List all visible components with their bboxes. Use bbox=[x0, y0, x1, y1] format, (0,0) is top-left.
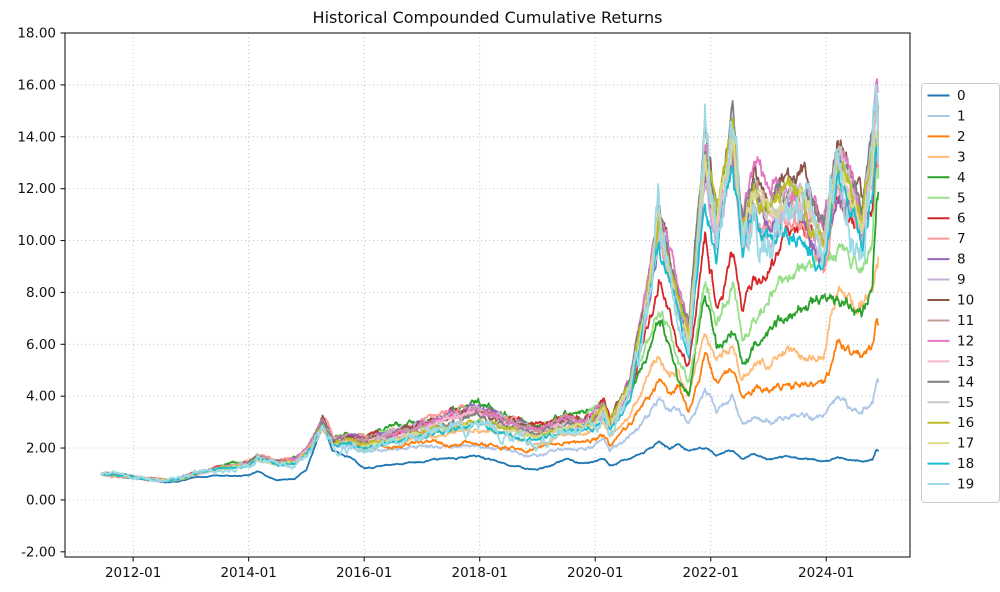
legend-label: 7 bbox=[957, 231, 966, 247]
legend-label: 5 bbox=[957, 190, 966, 206]
legend-label: 12 bbox=[957, 333, 974, 349]
y-tick-label: 6.00 bbox=[26, 337, 56, 353]
legend-label: 3 bbox=[957, 149, 966, 165]
legend-entry: 3 bbox=[927, 149, 966, 165]
legend-label: 14 bbox=[957, 374, 974, 390]
legend-label: 8 bbox=[957, 252, 966, 268]
legend-label: 4 bbox=[957, 170, 966, 186]
axes-box bbox=[64, 32, 911, 558]
series-group bbox=[100, 78, 880, 484]
legend-entry: 9 bbox=[927, 272, 966, 288]
legend-entry: 0 bbox=[927, 88, 966, 104]
legend-entry: 7 bbox=[927, 231, 966, 247]
legend-entry: 6 bbox=[927, 211, 966, 227]
legend-label: 6 bbox=[957, 211, 966, 227]
legend-entry: 4 bbox=[927, 170, 966, 186]
y-tick-label: 0.00 bbox=[26, 492, 56, 508]
series-line-0 bbox=[100, 421, 880, 484]
legend-label: 15 bbox=[957, 395, 974, 411]
legend-entry: 13 bbox=[927, 354, 974, 370]
legend-label: 0 bbox=[957, 88, 966, 104]
legend-label: 2 bbox=[957, 129, 966, 145]
legend-entry: 16 bbox=[927, 415, 974, 431]
legend-entry: 5 bbox=[927, 190, 966, 206]
series-line-19 bbox=[100, 84, 880, 483]
legend-label: 11 bbox=[957, 313, 974, 329]
y-tick-label: 10.00 bbox=[17, 233, 56, 249]
legend-entry: 12 bbox=[927, 333, 974, 349]
x-axis: 2012-01 2014-01 2016-01 2018-01 2020-01 2022-… bbox=[105, 557, 854, 581]
legend-entry: 19 bbox=[927, 477, 974, 493]
x-tick-label: 2020-01 bbox=[567, 565, 623, 581]
legend-entry: 10 bbox=[927, 293, 974, 309]
legend-label: 13 bbox=[957, 354, 974, 370]
legend-label: 1 bbox=[957, 108, 966, 124]
y-axis: -2.00 0.00 2.00 4.00 6.00 8.00 10.00 12.00 14.00… bbox=[17, 26, 65, 560]
legend-label: 17 bbox=[957, 436, 974, 452]
y-tick-label: 12.00 bbox=[17, 181, 56, 197]
legend-entry: 18 bbox=[927, 456, 974, 472]
x-tick-label: 2014-01 bbox=[220, 565, 276, 581]
chart-title: Historical Compounded Cumulative Returns bbox=[312, 8, 663, 27]
x-tick-label: 2022-01 bbox=[683, 565, 739, 581]
legend-label: 19 bbox=[957, 477, 974, 493]
legend-entry: 11 bbox=[927, 313, 974, 329]
y-tick-label: 4.00 bbox=[26, 389, 56, 405]
y-tick-label: 14.00 bbox=[17, 129, 56, 145]
legend-entry: 8 bbox=[927, 252, 966, 268]
y-tick-label: 16.00 bbox=[17, 77, 56, 93]
x-tick-label: 2018-01 bbox=[451, 565, 507, 581]
y-tick-label: -2.00 bbox=[21, 544, 56, 560]
y-tick-label: 8.00 bbox=[26, 285, 56, 301]
legend-entry: 17 bbox=[927, 436, 974, 452]
legend-entry: 15 bbox=[927, 395, 974, 411]
legend-label: 18 bbox=[957, 456, 974, 472]
series-line-4 bbox=[100, 191, 880, 482]
legend-label: 16 bbox=[957, 415, 974, 431]
x-tick-label: 2016-01 bbox=[336, 565, 392, 581]
legend-entry: 1 bbox=[927, 108, 966, 124]
legend-entry: 14 bbox=[927, 374, 974, 390]
x-tick-label: 2012-01 bbox=[105, 565, 161, 581]
y-tick-label: 2.00 bbox=[26, 441, 56, 457]
series-line-18 bbox=[100, 146, 880, 483]
legend-label: 10 bbox=[957, 293, 974, 309]
legend-label: 9 bbox=[957, 272, 966, 288]
legend-entry: 2 bbox=[927, 129, 966, 145]
x-tick-label: 2024-01 bbox=[798, 565, 854, 581]
y-tick-label: 18.00 bbox=[17, 26, 56, 42]
